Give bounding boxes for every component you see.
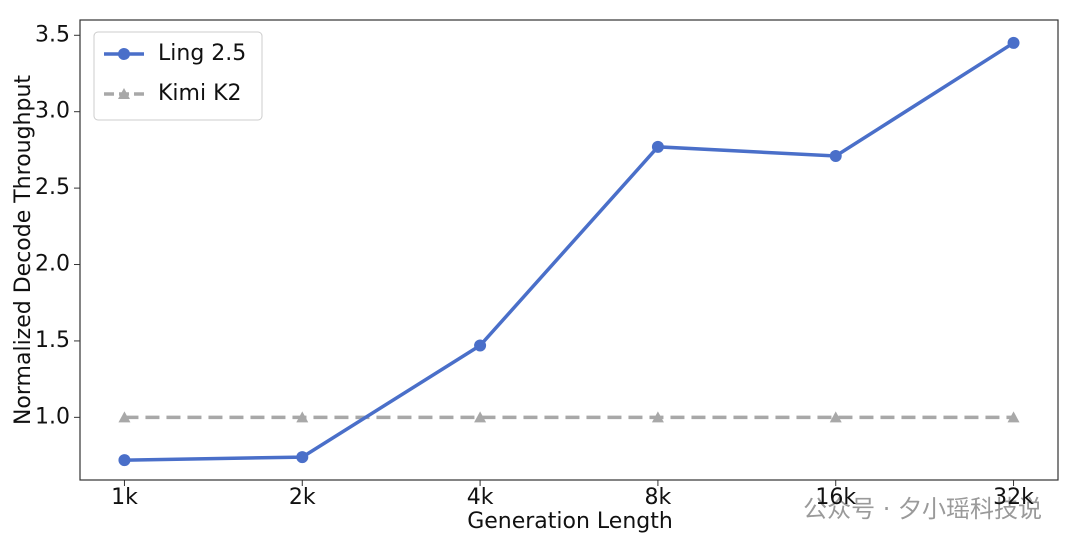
- legend: Ling 2.5 Kimi K2: [93, 31, 263, 121]
- watermark: 公众号 · 夕小瑶科技说: [803, 495, 1042, 523]
- y-axis-label: Normalized Decode Throughput: [11, 75, 36, 425]
- x-tick-label: 32k: [993, 485, 1034, 510]
- point: [1007, 411, 1020, 423]
- point: [296, 451, 309, 464]
- x-axis-label: Generation Length: [467, 509, 673, 534]
- legend-marker: [118, 48, 130, 60]
- legend-label: Ling 2.5: [158, 41, 246, 66]
- x-tick-label: 16k: [815, 485, 856, 510]
- point: [118, 411, 131, 423]
- legend-marker: [118, 88, 130, 99]
- x-tick-label: 4k: [467, 485, 494, 510]
- point: [829, 150, 842, 163]
- y-tick-label: 3.5: [35, 22, 70, 47]
- y-tick-label: 2.0: [35, 252, 70, 277]
- point: [474, 339, 487, 352]
- series-line: [124, 41, 1015, 462]
- x-tick-label: 2k: [289, 485, 316, 510]
- point: [118, 454, 131, 467]
- point: [296, 411, 309, 423]
- legend-label: Kimi K2: [158, 81, 242, 106]
- point: [474, 411, 487, 423]
- y-tick-label: 1.5: [35, 328, 70, 353]
- plot-frame: [79, 19, 1059, 481]
- x-tick-label: 1k: [111, 485, 138, 510]
- y-tick-label: 3.0: [35, 99, 70, 124]
- point: [1007, 36, 1020, 49]
- point: [651, 411, 664, 423]
- point: [829, 411, 842, 423]
- point: [651, 140, 664, 153]
- y-tick-label: 1.0: [35, 404, 70, 429]
- x-tick-label: 8k: [645, 485, 672, 510]
- y-tick-label: 2.5: [35, 175, 70, 200]
